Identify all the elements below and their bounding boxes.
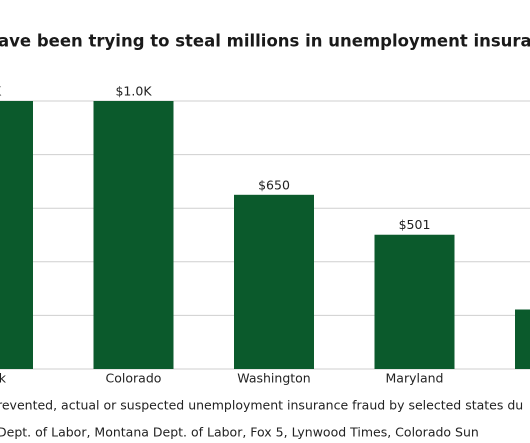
bar (374, 234, 455, 369)
x-tick-label: Colorado (106, 371, 162, 386)
x-tick-label: Maryland (386, 371, 444, 386)
bar (93, 101, 174, 369)
bar (515, 309, 530, 369)
data-label: $650 (258, 177, 290, 192)
x-tick-label: York (0, 371, 7, 386)
bar (0, 101, 33, 369)
x-tick-label: Washington (237, 371, 310, 386)
chart-source: Dept. of Labor, Montana Dept. of Labor, … (0, 425, 479, 440)
data-label: 0K (0, 84, 2, 99)
chart-note: revented, actual or suspected unemployme… (0, 398, 523, 413)
data-label: $501 (399, 217, 431, 232)
chart-title: ave been trying to steal millions in une… (0, 32, 530, 51)
bar (234, 194, 314, 369)
data-label: $1.0K (115, 84, 152, 99)
